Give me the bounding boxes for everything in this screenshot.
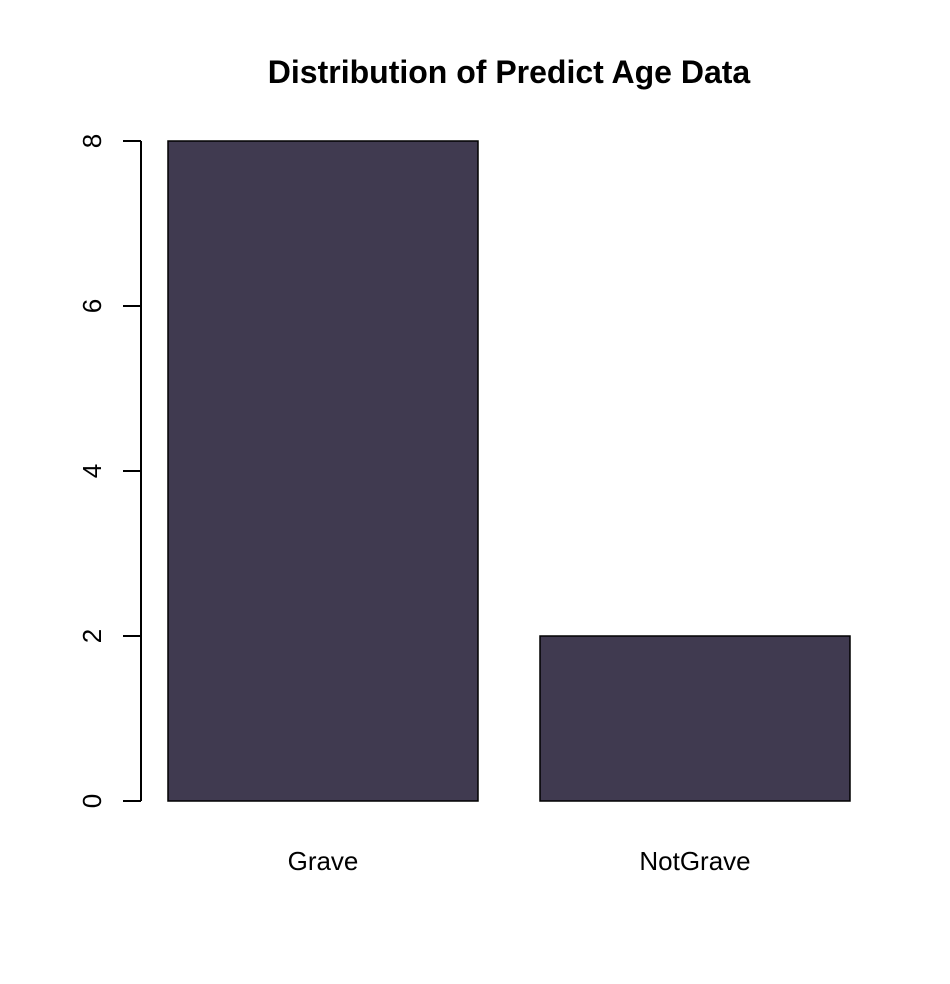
y-tick-label: 8 xyxy=(77,134,107,148)
x-category-label: Grave xyxy=(288,846,359,876)
bars xyxy=(167,140,851,802)
y-tick-label: 0 xyxy=(77,794,107,808)
y-tick-label: 6 xyxy=(77,299,107,313)
chart-title: Distribution of Predict Age Data xyxy=(268,54,751,90)
y-tick-label: 4 xyxy=(77,464,107,478)
bar-grave xyxy=(167,140,479,802)
y-tick-label: 2 xyxy=(77,629,107,643)
bar-notgrave xyxy=(539,635,851,802)
x-axis-labels: Grave NotGrave xyxy=(288,846,751,876)
x-category-label: NotGrave xyxy=(639,846,750,876)
y-axis: 0 2 4 6 8 xyxy=(77,134,142,808)
